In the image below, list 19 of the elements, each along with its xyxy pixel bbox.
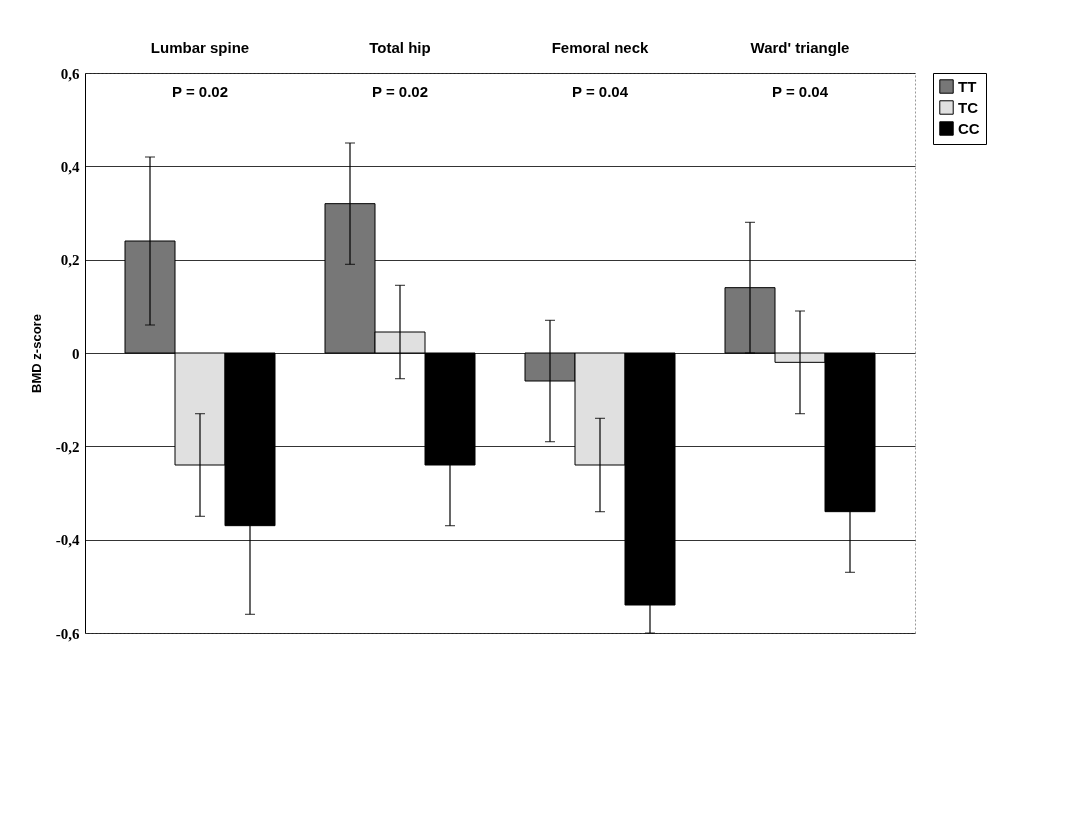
y-tick-label: -0,4 [55, 532, 80, 549]
y-tick-label: 0,6 [60, 65, 80, 82]
legend-label: CC [958, 119, 980, 137]
y-tick-label: 0 [72, 345, 80, 362]
y-tick-label: -0,2 [55, 438, 80, 455]
y-tick-label: -0,6 [55, 625, 80, 642]
x-tick-label: Total hip [369, 38, 431, 56]
legend-label: TC [958, 98, 979, 116]
annotation: P = 0.04 [571, 83, 629, 100]
annotation: P = 0.02 [371, 83, 429, 100]
y-axis-title: BMD z-score [28, 314, 44, 393]
annotation: P = 0.04 [771, 83, 829, 100]
x-tick-label: Femoral neck [551, 38, 650, 56]
y-tick-label: 0,4 [60, 158, 80, 175]
legend-label: TT [958, 77, 977, 95]
y-tick-label: 0,2 [60, 252, 80, 269]
x-tick-label: Lumbar spine [150, 38, 250, 56]
x-tick-label: Ward' triangle [750, 38, 850, 56]
annotation: P = 0.02 [171, 83, 229, 100]
